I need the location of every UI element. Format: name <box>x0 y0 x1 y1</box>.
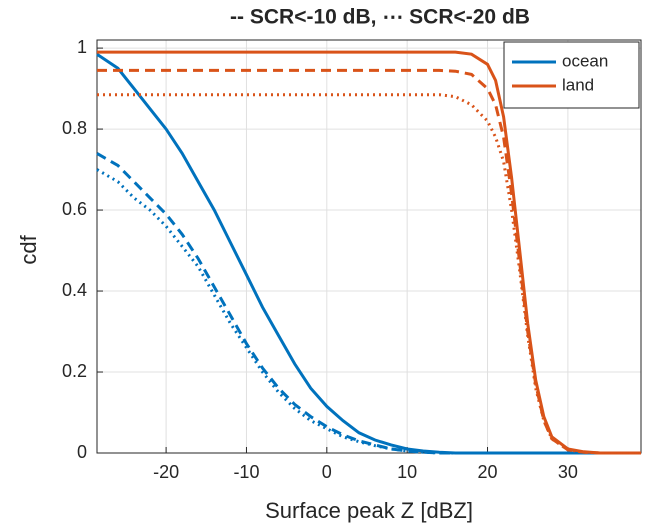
data-line <box>97 50 641 455</box>
data-line <box>97 68 641 455</box>
legend-box <box>503 41 640 109</box>
x-axis-label: Surface peak Z [dBZ] <box>265 498 473 523</box>
legend-label: ocean <box>562 51 608 70</box>
x-tick-label: 20 <box>478 462 498 482</box>
data-line <box>96 52 641 455</box>
data-line <box>96 152 641 455</box>
y-tick-label: 0 <box>77 442 87 462</box>
data-line <box>96 168 641 455</box>
chart-title: -- SCR<-10 dB, ⋯ SCR<-20 dB <box>230 6 530 29</box>
x-tick-label: -20 <box>153 462 179 482</box>
y-tick-label: 0.8 <box>62 118 87 138</box>
x-tick-label: 0 <box>322 462 332 482</box>
data-line <box>97 93 641 455</box>
y-tick-label: 0.6 <box>62 199 87 219</box>
plot-frame <box>96 39 642 454</box>
y-tick-label: 0.2 <box>62 361 87 381</box>
y-axis-label: cdf <box>16 234 41 264</box>
x-tick-label: 30 <box>558 462 578 482</box>
x-tick-label: 10 <box>397 462 417 482</box>
y-tick-label: 0.4 <box>62 280 87 300</box>
legend-label: land <box>562 75 594 94</box>
x-tick-label: -10 <box>233 462 259 482</box>
y-tick-label: 1 <box>77 37 87 57</box>
